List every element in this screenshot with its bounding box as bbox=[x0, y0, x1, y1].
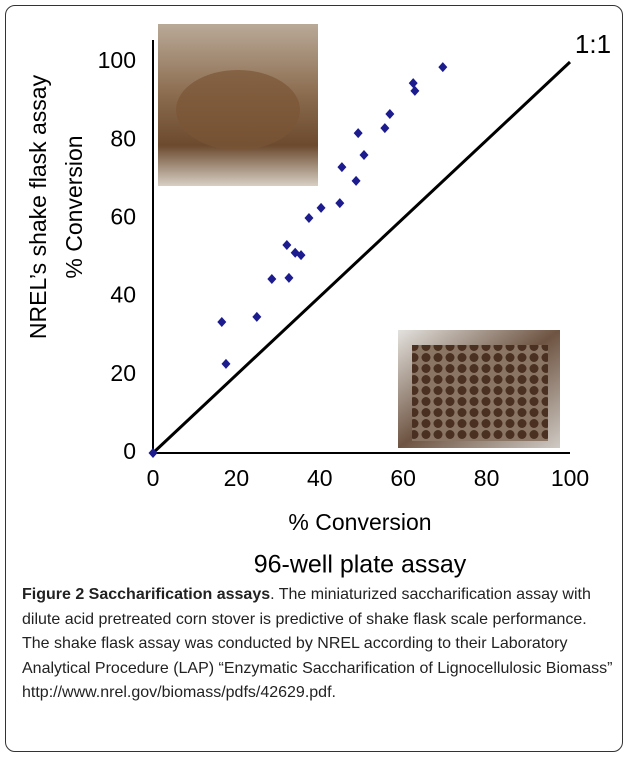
x-axis-label: % Conversion bbox=[288, 509, 431, 535]
data-point bbox=[409, 78, 418, 88]
data-point bbox=[252, 312, 261, 322]
chart: 0 20 40 60 80 100 0 20 40 60 80 100 1:1 % Conversion 9… bbox=[0, 0, 630, 580]
data-point bbox=[380, 123, 389, 133]
data-point bbox=[335, 198, 344, 208]
caption-text: . The miniaturized saccharification assa… bbox=[22, 586, 612, 701]
data-point bbox=[221, 359, 230, 369]
plate-photo-wells bbox=[412, 345, 548, 441]
data-point bbox=[438, 62, 447, 72]
y-axis-label: % Conversion bbox=[61, 135, 87, 278]
x-tick-label: 100 bbox=[551, 465, 589, 491]
x-tick-label: 60 bbox=[390, 465, 416, 491]
data-point bbox=[385, 109, 394, 119]
data-point bbox=[352, 176, 361, 186]
data-point bbox=[360, 150, 369, 160]
data-point bbox=[217, 317, 226, 327]
x-axis-label: 96-well plate assay bbox=[254, 551, 467, 579]
y-tick-label: 40 bbox=[110, 282, 136, 308]
y-tick-label: 0 bbox=[123, 438, 136, 464]
caption-title: Figure 2 Saccharification assays bbox=[22, 586, 270, 603]
page: {"chart_data": {"type": "scatter", "ylab… bbox=[0, 0, 630, 759]
data-point bbox=[317, 203, 326, 213]
data-point bbox=[282, 240, 291, 250]
caption: Figure 2 Saccharification assays. The mi… bbox=[22, 583, 614, 706]
flask-photo-detail bbox=[176, 70, 300, 150]
x-tick-label: 0 bbox=[147, 465, 160, 491]
data-point bbox=[267, 274, 276, 284]
x-tick-label: 20 bbox=[224, 465, 250, 491]
data-point bbox=[354, 128, 363, 138]
y-tick-label: 100 bbox=[98, 47, 136, 73]
x-tick-label: 80 bbox=[474, 465, 500, 491]
y-tick-label: 80 bbox=[110, 125, 136, 151]
x-tick-label: 40 bbox=[307, 465, 333, 491]
data-point bbox=[337, 162, 346, 172]
annotation: 1:1 bbox=[575, 29, 611, 59]
y-tick-label: 20 bbox=[110, 360, 136, 386]
data-point bbox=[410, 86, 419, 96]
data-point bbox=[284, 273, 293, 283]
data-point bbox=[304, 213, 313, 223]
y-axis-label: NREL’s shake flask assay bbox=[25, 74, 51, 339]
y-tick-label: 60 bbox=[110, 203, 136, 229]
